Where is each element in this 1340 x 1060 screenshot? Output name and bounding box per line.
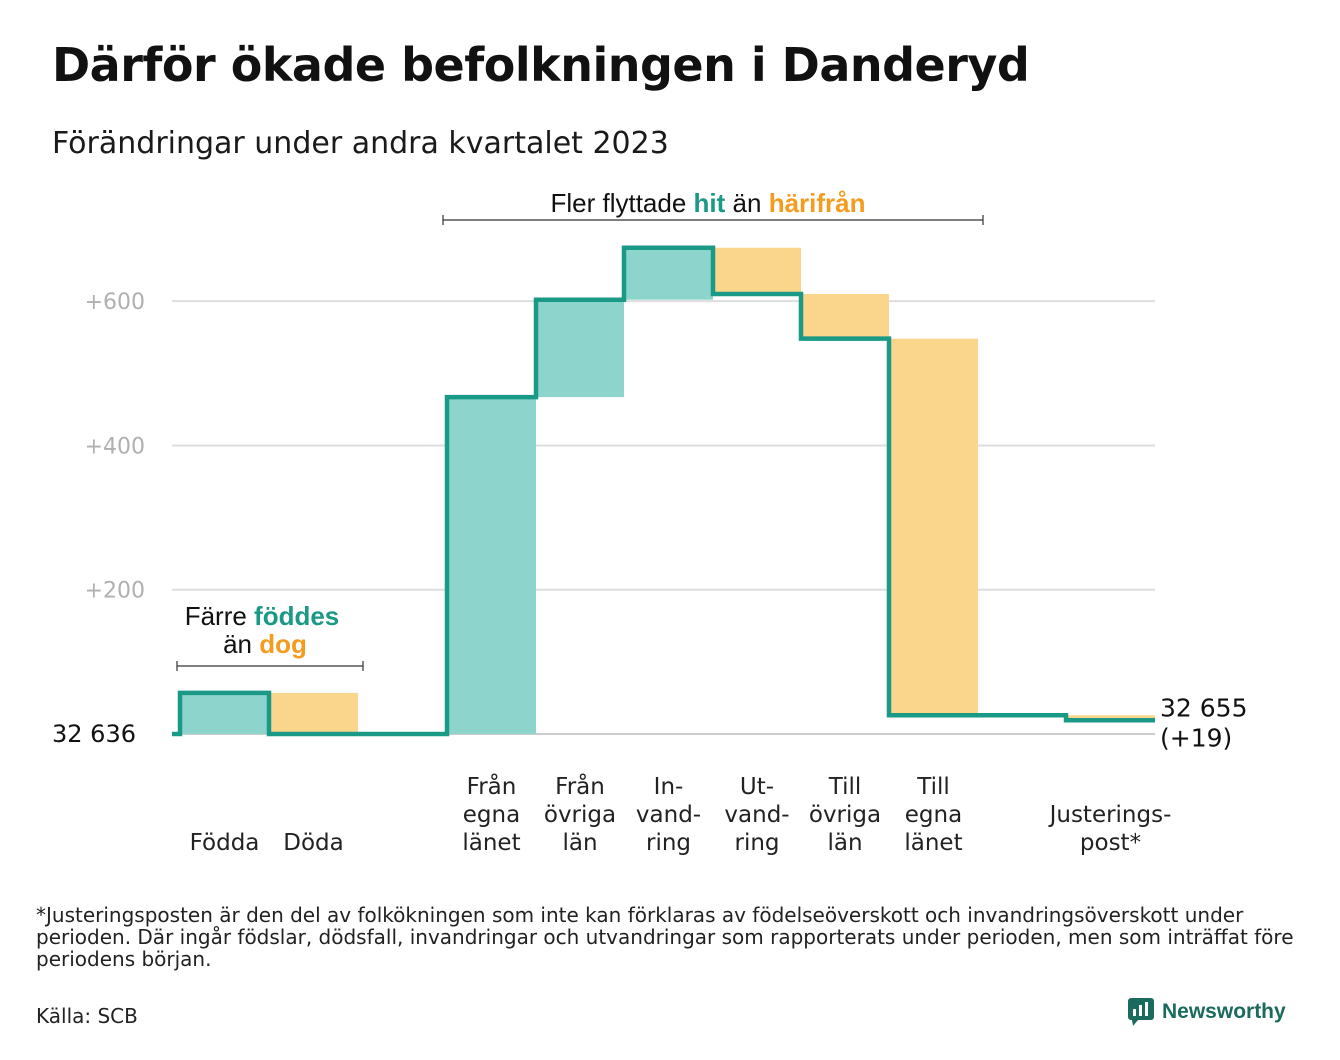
category-label: Döda [283, 830, 343, 856]
bars [180, 247, 1155, 734]
gridlines [172, 300, 1155, 735]
category-label: län [827, 830, 862, 856]
bar [713, 247, 801, 294]
end-value-label: (+19) [1160, 723, 1232, 752]
end-value-label: 32 655 [1160, 693, 1247, 722]
category-label: Från [555, 772, 605, 800]
y-tick-label: +200 [85, 579, 145, 604]
bar [889, 338, 978, 716]
newsworthy-logo-icon [1128, 998, 1154, 1026]
births-annotation-line2: än dog [223, 629, 307, 659]
bar [180, 692, 269, 734]
category-label: övriga [544, 802, 616, 828]
category-label: Till [828, 774, 862, 800]
bar [801, 293, 889, 339]
births-annotation: Färre föddes [185, 601, 340, 631]
cumulative-step-line [172, 245, 1155, 737]
bar [269, 692, 358, 734]
y-axis-ticks: 32 636 +200 +400 +600 [52, 290, 145, 748]
category-label: övriga [809, 802, 881, 828]
category-label: ring [734, 830, 779, 856]
annotations: Färre föddes än dog Fler flyttade hit än… [176, 188, 984, 671]
chart-title: Därför ökade befolkningen i Danderyd [52, 38, 1030, 92]
cumulative-line [172, 245, 1155, 737]
category-label: In- [654, 774, 684, 800]
category-label: länet [462, 830, 520, 856]
chart-subtitle: Förändringar under andra kvartalet 2023 [52, 126, 669, 161]
y-tick-label: 32 636 [52, 720, 136, 748]
source-note: Källa: SCB [36, 1004, 138, 1028]
brand-logo: Newsworthy [1128, 998, 1286, 1026]
category-label: post* [1080, 830, 1141, 856]
footnote: *Justeringsposten är den del av folkökni… [36, 903, 1294, 971]
category-label: vand- [636, 802, 701, 828]
category-label: Ut- [740, 774, 774, 800]
category-labels: Födda DödaFrånegnalänetFrånövrigalänIn-va… [190, 772, 1172, 856]
category-label: länet [904, 830, 962, 856]
category-label: egna [905, 802, 962, 828]
bar [1066, 715, 1155, 721]
category-label: egna [463, 802, 520, 828]
category-label: ring [646, 830, 691, 856]
category-label: Till [916, 774, 950, 800]
y-tick-label: +600 [85, 290, 145, 315]
waterfall-chart: 32 636 +200 +400 +600 Färre föddes än dog F… [52, 188, 1247, 856]
brand-name: Newsworthy [1162, 1000, 1286, 1023]
bar [536, 299, 624, 398]
end-label: 32 655(+19) [1160, 693, 1247, 752]
y-tick-label: +400 [85, 434, 145, 459]
moves-annotation: Fler flyttade hit än härifrån [550, 188, 865, 218]
bar [447, 397, 536, 734]
bar [624, 247, 713, 300]
category-label: Justerings- [1048, 802, 1172, 828]
category-label: Födda [190, 830, 260, 856]
category-label: Från [467, 772, 517, 800]
category-label: län [562, 830, 597, 856]
category-label: vand- [724, 802, 789, 828]
